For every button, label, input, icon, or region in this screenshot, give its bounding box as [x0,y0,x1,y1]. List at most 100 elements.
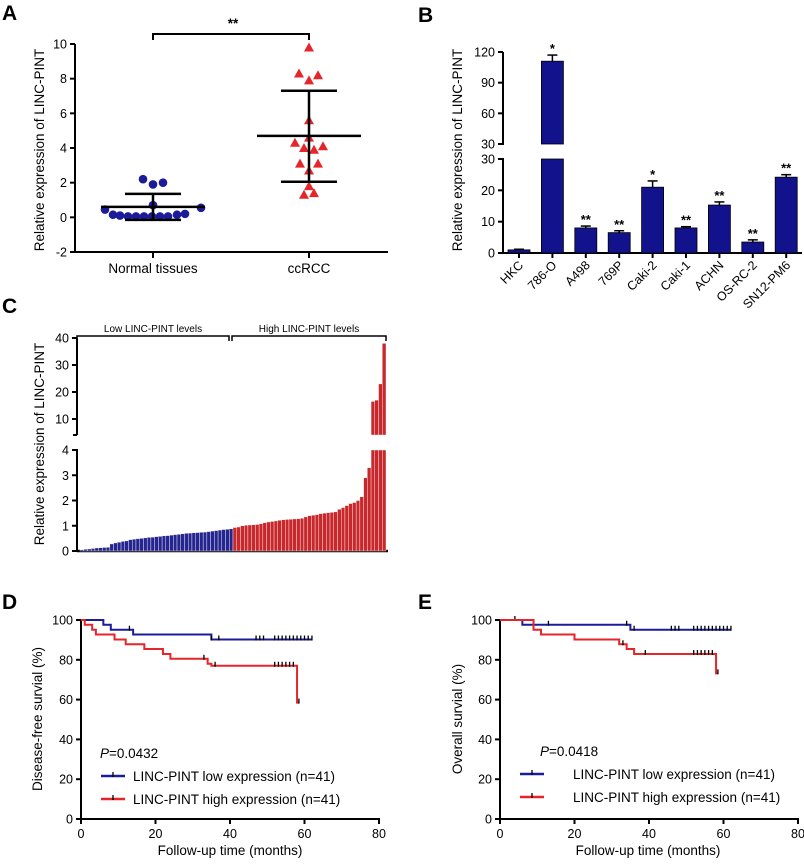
panel-e-legend-low: LINC-PINT low expression (n=41) [573,767,775,782]
panel-a-point-ccrcc [318,141,328,151]
panel-b-bar [741,241,765,254]
panel-c-bar-low [180,533,185,552]
panel-e-ylabel: Overall survial (%) [450,664,465,774]
p-value: =0.0432 [109,746,158,761]
panel-c-bar-low [173,534,178,552]
panel-a-ytick-label: 2 [60,176,67,190]
panel-a-category-ccrcc: ccRCC [288,261,331,276]
panel-b-category-label: 786-O [525,258,560,293]
panel-c-bar-low [221,529,226,552]
panel-b-upper-ytick-label: 60 [481,107,495,121]
panel-b-lower-ytick-label: 30 [481,153,495,167]
panel-c-lower-ytick-label: 4 [62,444,69,458]
panel-c-upper-ytick-label: 40 [55,332,69,346]
panel-c-bar-low [102,547,107,552]
panel-a-point-ccrcc [313,158,323,168]
panel-a-significance: ** [228,16,239,31]
panel-c-lower-ytick-label: 3 [62,469,69,483]
panel-e-xtick-label: 20 [568,827,582,841]
panel-c-bar-low [83,549,88,552]
panel-c-bar-high [281,519,286,552]
panel-b-significance: ** [581,212,592,227]
panel-e-xtick-label: 60 [717,827,731,841]
panel-c-bar-low [94,547,99,552]
panel-c-bar-high-upper [378,383,383,436]
panel-c-bar-high [326,512,331,552]
panel-c-bar-high [311,514,316,552]
panel-c-bar-low [199,532,204,552]
p-value: =0.0418 [549,744,598,759]
panel-a-category-normal: Normal tissues [108,261,198,276]
panel-b-bar [774,176,798,254]
panel-d-ytick-label: 80 [59,653,73,667]
panel-c-bar-low [132,538,137,552]
panel-c-bar-high [329,512,334,552]
panel-a-point-ccrcc [290,137,300,147]
panel-c-bar-high [266,521,271,552]
panel-c-bar-high [273,520,278,552]
panel-a-point-ccrcc [309,188,319,198]
panel-d-xlabel: Follow-up time (months) [158,843,303,858]
panel-d-ytick-label: 40 [59,733,73,747]
panel-c-bar-high [307,515,312,552]
panel-c-bar-high-upper [370,401,376,436]
panel-c-group-high-label: High LINC-PINT levels [259,324,359,335]
panel-c-bar-high [348,503,353,552]
panel-a-point-ccrcc [295,158,305,168]
panel-c-bar-high [341,507,346,552]
panel-a-point-ccrcc [299,143,309,152]
panel-c-bar-low [229,528,234,552]
panel-a-point-normal [163,212,173,221]
panel-d-xtick-label: 60 [298,827,312,841]
panel-c-bar-high [255,524,260,552]
panel-b-bar [607,232,631,254]
panel-b-upper-ytick-label: 120 [474,46,495,60]
panel-a-point-ccrcc [304,75,314,85]
panel-c-ylabel: Relative expression of LINC-PINT [32,343,47,546]
panel-d-curve-high [81,619,299,704]
panel-c-bar-low [169,534,174,552]
panel-c-bar-high [299,517,305,552]
panel-label-e: E [418,591,432,614]
panel-c-bar-low [210,530,215,552]
panel-a-point-normal [180,209,190,219]
panel-c-bracket-low [76,335,230,342]
panel-c-bar-high [318,513,323,552]
panel-e-ytick-label: 60 [478,693,492,707]
panel-c-bar-low [176,534,181,552]
panel-a-point-ccrcc [313,70,323,80]
panel-c-bar-low [154,536,159,552]
panel-c-bar-low [135,538,140,552]
panel-c-bar-high [292,518,297,552]
panel-b-lower-ytick-label: 10 [481,215,495,229]
panel-c-bar-low [184,533,189,552]
panel-a-point-normal [172,210,182,220]
panel-b-significance: ** [714,188,725,203]
panel-a-point-ccrcc [304,42,314,52]
panel-a-point-normal [123,212,133,221]
panel-c-bar-high [378,449,383,552]
panel-e-ytick-label: 80 [478,653,492,667]
panel-c-bar-low [139,538,144,552]
panel-c-bar-high [367,467,372,552]
panel-c-bar-low [98,547,103,552]
panel-e-curve-low [500,619,731,631]
panel-b-significance: ** [681,213,692,228]
panel-e-xtick-label: 0 [497,827,504,841]
panel-c-upper-ytick-label: 20 [55,386,69,400]
panel-b-category-label: Caki-1 [658,258,693,293]
panel-c-bar-high [258,523,264,552]
panel-c-group-low-label: Low LINC-PINT levels [104,324,202,335]
panel-a-point-normal [138,174,148,184]
panel-c-lower-ytick-label: 2 [62,494,69,508]
panel-c-bar-low [188,532,193,552]
panel-b-lower-ytick-label: 0 [488,247,495,261]
panel-e-ytick-label: 40 [478,733,492,747]
panel-a-point-normal [131,212,141,221]
panel-c-bar-low [202,531,208,552]
p-symbol: P [540,744,549,759]
panel-b-bar [708,204,731,254]
panel-d-legend-high: LINC-PINT high expression (n=41) [133,792,340,807]
panel-c-bracket-high [231,335,387,341]
